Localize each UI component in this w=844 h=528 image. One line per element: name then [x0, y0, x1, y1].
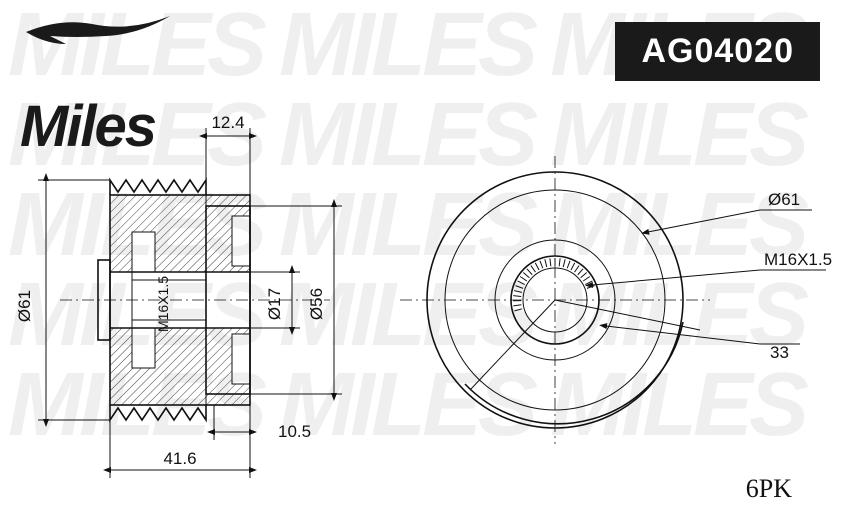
- front-view: Ø61 M16X1.5 33: [400, 156, 832, 444]
- dim-outer-dia: Ø61: [15, 290, 34, 322]
- dim-inner-width: 10.5: [278, 422, 311, 441]
- section-view: Ø61 Ø17 Ø56 M16X1.5 12.4 41.6 10.5: [15, 113, 342, 478]
- technical-drawing: Ø61 Ø17 Ø56 M16X1.5 12.4 41.6 10.5: [0, 0, 844, 528]
- dim-front-inner: 33: [770, 343, 789, 362]
- dim-bore-dia: Ø17: [265, 288, 284, 320]
- dim-step-width: 12.4: [211, 113, 244, 132]
- dim-step-dia: Ø56: [307, 288, 326, 320]
- dim-front-thread: M16X1.5: [764, 250, 832, 269]
- dim-total-width: 41.6: [163, 449, 196, 468]
- dim-thread-section: M16X1.5: [155, 276, 171, 332]
- dim-front-outer-dia: Ø61: [768, 190, 800, 209]
